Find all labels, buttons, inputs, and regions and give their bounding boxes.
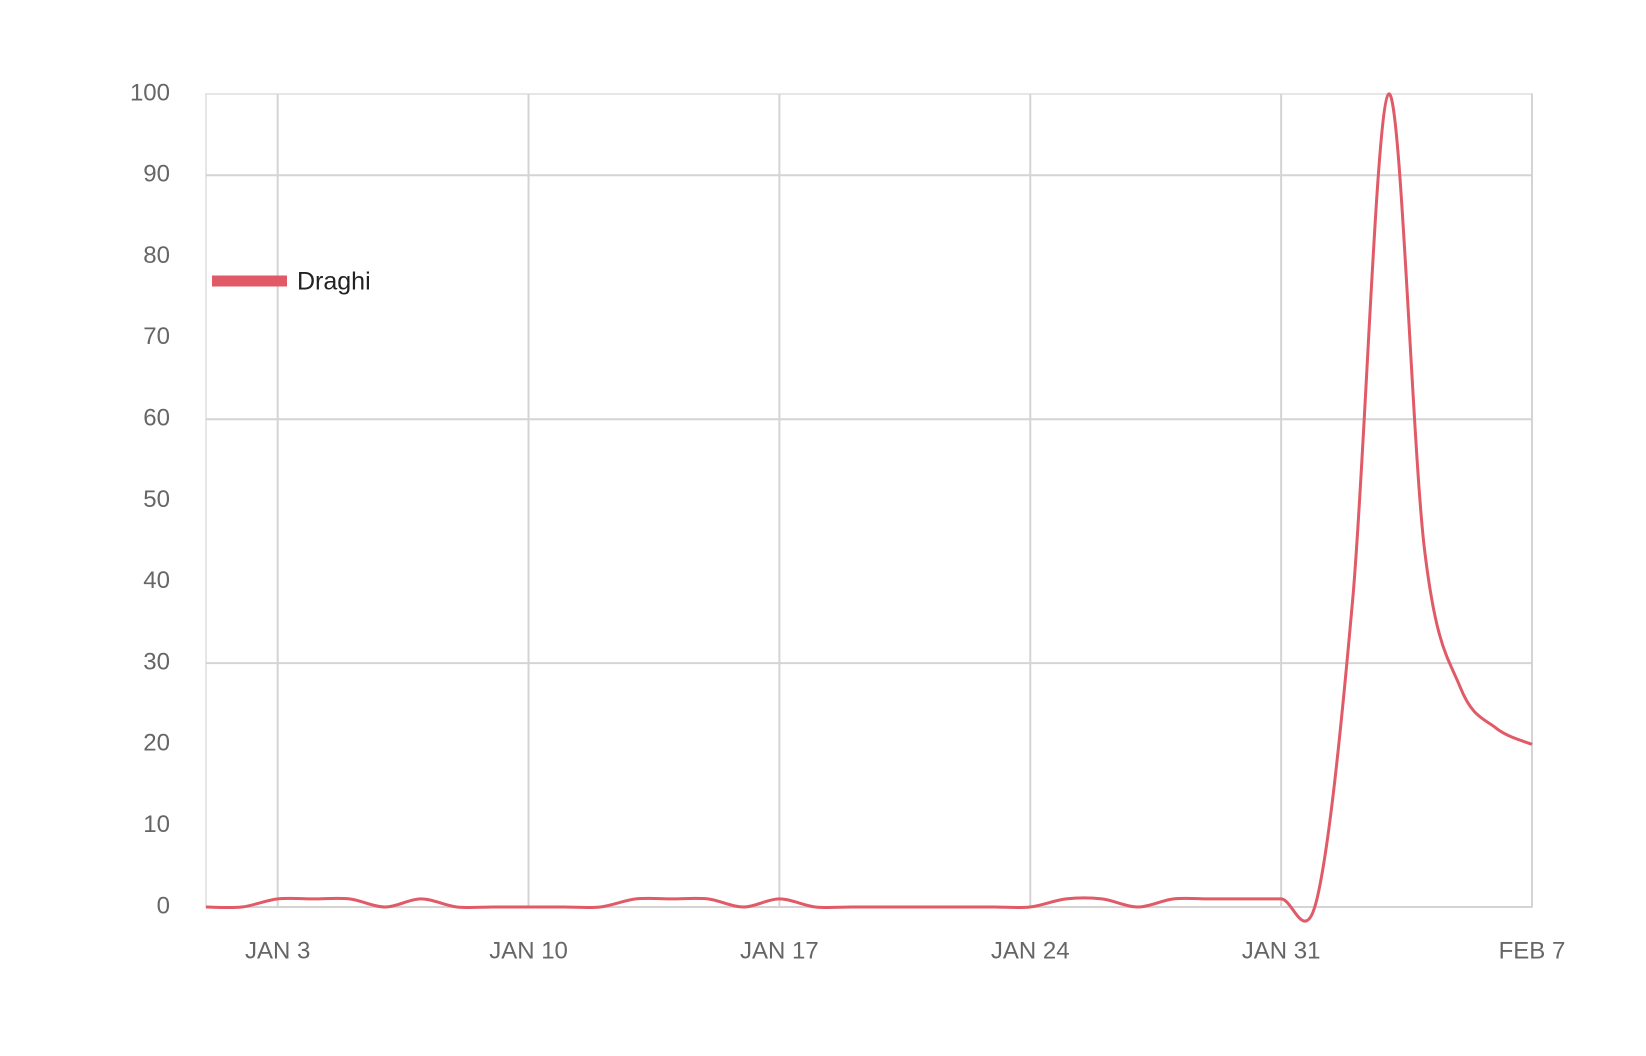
y-tick-label: 30 [143,648,170,675]
x-tick-label: FEB 7 [1499,937,1566,964]
y-tick-label: 0 [157,892,170,919]
x-tick-label: JAN 10 [489,937,568,964]
y-tick-label: 50 [143,486,170,513]
y-tick-label: 10 [143,811,170,838]
line [205,92,1533,923]
y-tick-label: 60 [143,405,170,432]
legend-text: Draghi [297,268,371,296]
x-tick-label: JAN 3 [245,937,310,964]
y-tick-label: 70 [143,323,170,350]
x-tick-label: JAN 17 [740,937,819,964]
x-tick-label: JAN 31 [1242,937,1321,964]
y-tick-label: 80 [143,242,170,269]
y-tick-label: 100 [130,79,170,106]
y-tick-label: 40 [143,567,170,594]
x-tick-label: JAN 24 [991,937,1070,964]
y-tick-label: 90 [143,161,170,188]
y-tick-label: 20 [143,730,170,757]
